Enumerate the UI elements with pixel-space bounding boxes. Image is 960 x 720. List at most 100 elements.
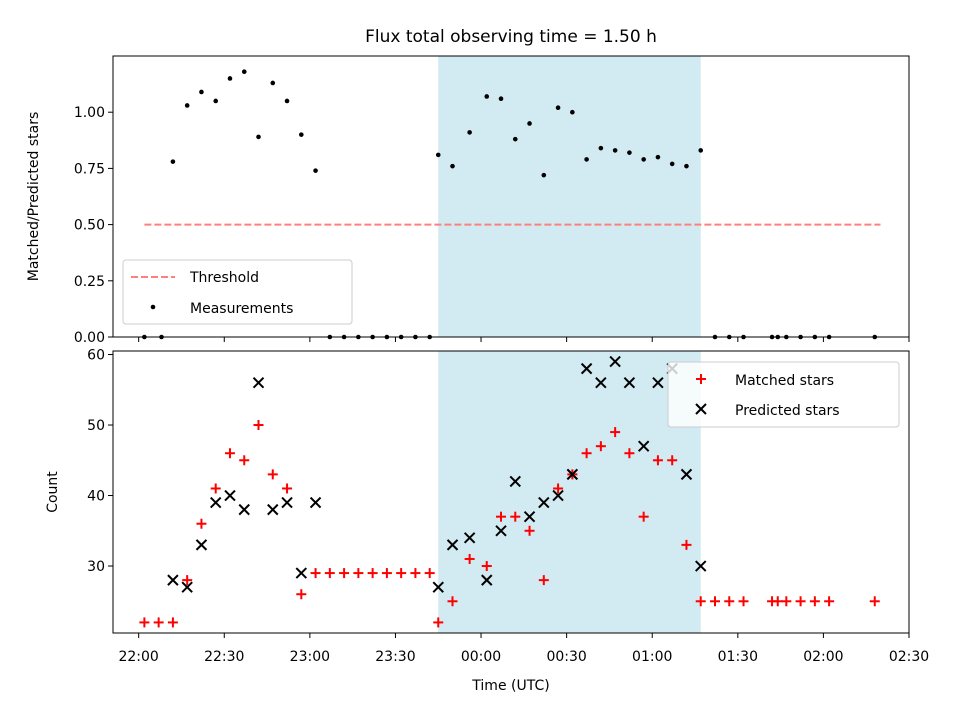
bottom-legend: Matched stars Predicted stars	[667, 361, 900, 428]
measurement-point	[170, 159, 176, 164]
x-tick-label: 01:00	[632, 649, 672, 665]
predicted-star-point	[509, 475, 521, 488]
measurement-point	[227, 76, 233, 81]
matched-star-point	[182, 575, 193, 586]
predicted-star-point	[446, 539, 459, 551]
top-axes-frame	[112, 55, 910, 338]
measurement-point	[584, 157, 589, 162]
matched-star-point	[481, 561, 492, 572]
legend-predicted-swatch	[695, 403, 707, 415]
measurement-point	[512, 136, 518, 142]
matched-star-point	[139, 617, 150, 628]
matched-star-point	[296, 589, 307, 600]
matched-star-point	[464, 553, 475, 564]
bottom-shaded-span	[438, 351, 701, 633]
y-tick-label: 40	[87, 489, 105, 505]
predicted-star-point	[195, 539, 208, 551]
top-shaded-span	[438, 56, 701, 337]
predicted-star-point	[495, 525, 507, 537]
measurement-point	[199, 89, 204, 95]
measurement-point	[527, 121, 532, 126]
matched-star-point	[610, 427, 621, 438]
matched-star-point	[153, 617, 164, 628]
matched-star-point	[381, 568, 392, 579]
measurement-point	[467, 130, 472, 135]
matched-star-point	[210, 483, 221, 494]
predicted-star-point	[538, 496, 550, 509]
matched-star-point	[795, 596, 806, 607]
predicted-star-point	[210, 496, 222, 509]
y-tick-label: 30	[87, 559, 105, 575]
matched-star-point	[809, 596, 820, 607]
predicted-stars-series	[167, 355, 707, 593]
matched-star-point	[324, 568, 335, 579]
matched-star-point	[667, 455, 678, 466]
bottom-axes-frame	[112, 350, 910, 634]
matched-star-point	[595, 441, 606, 452]
matched-star-point	[681, 539, 692, 550]
measurement-point	[299, 132, 304, 137]
predicted-star-point	[252, 377, 265, 389]
predicted-star-point	[609, 355, 621, 368]
matched-star-point	[624, 448, 635, 459]
matched-star-point	[196, 518, 207, 529]
predicted-star-point	[432, 581, 444, 593]
matched-star-point	[310, 568, 321, 579]
top-legend: Threshold Measurements	[122, 259, 353, 325]
predicted-star-point	[481, 574, 493, 586]
matched-star-point	[781, 596, 792, 607]
predicted-star-point	[181, 581, 193, 593]
x-tick-label: 22:30	[204, 649, 244, 665]
legend-measurements-label: Measurements	[190, 301, 293, 317]
matched-star-point	[695, 596, 706, 607]
matched-star-point	[738, 596, 749, 607]
matched-star-point	[224, 448, 235, 459]
bottom-panel: 30 40 50 60 22:00 22:30 23:00 23:30 00:00 00:30 0…	[45, 348, 929, 694]
predicted-star-point	[680, 468, 693, 481]
matched-star-point	[267, 469, 278, 480]
matched-star-point	[510, 511, 521, 522]
matched-star-point	[772, 596, 783, 607]
predicted-star-point	[167, 574, 179, 586]
bottom-y-axis-label: Count	[45, 471, 61, 513]
predicted-star-point	[580, 362, 593, 375]
y-tick-label: 0.75	[74, 161, 105, 177]
measurement-point	[284, 98, 290, 104]
x-tick-label: 00:30	[546, 649, 586, 665]
x-tick-label: 02:30	[889, 649, 929, 665]
predicted-star-point	[595, 377, 607, 389]
predicted-star-point	[267, 503, 279, 516]
predicted-star-point	[295, 567, 308, 579]
matched-star-point	[282, 483, 293, 494]
measurements-series	[142, 69, 878, 340]
measurement-point	[655, 154, 661, 160]
measurement-point	[669, 161, 675, 167]
matched-star-point	[424, 568, 435, 579]
measurement-point	[484, 94, 490, 99]
matched-star-point	[167, 617, 178, 628]
predicted-star-point	[523, 510, 536, 523]
measurement-point	[541, 172, 547, 178]
measurement-point	[684, 163, 689, 169]
matched-star-point	[652, 455, 663, 466]
predicted-star-point	[309, 496, 322, 509]
matched-star-point	[724, 596, 735, 607]
measurement-point	[241, 69, 247, 75]
x-tick-label: 00:00	[461, 649, 501, 665]
x-tick-label: 01:30	[718, 649, 758, 665]
measurement-point	[627, 150, 632, 155]
matched-star-point	[538, 575, 549, 586]
y-tick-label: 50	[87, 418, 105, 434]
matched-star-point	[396, 568, 407, 579]
measurement-point	[598, 145, 604, 151]
matched-star-point	[709, 596, 720, 607]
predicted-star-point	[637, 440, 650, 452]
predicted-star-point	[281, 496, 293, 509]
measurement-point	[641, 157, 646, 162]
y-tick-label: 0.50	[74, 218, 105, 234]
predicted-star-point	[623, 377, 636, 389]
matched-star-point	[496, 511, 507, 522]
matched-star-point	[869, 596, 880, 607]
measurement-point	[213, 98, 219, 104]
